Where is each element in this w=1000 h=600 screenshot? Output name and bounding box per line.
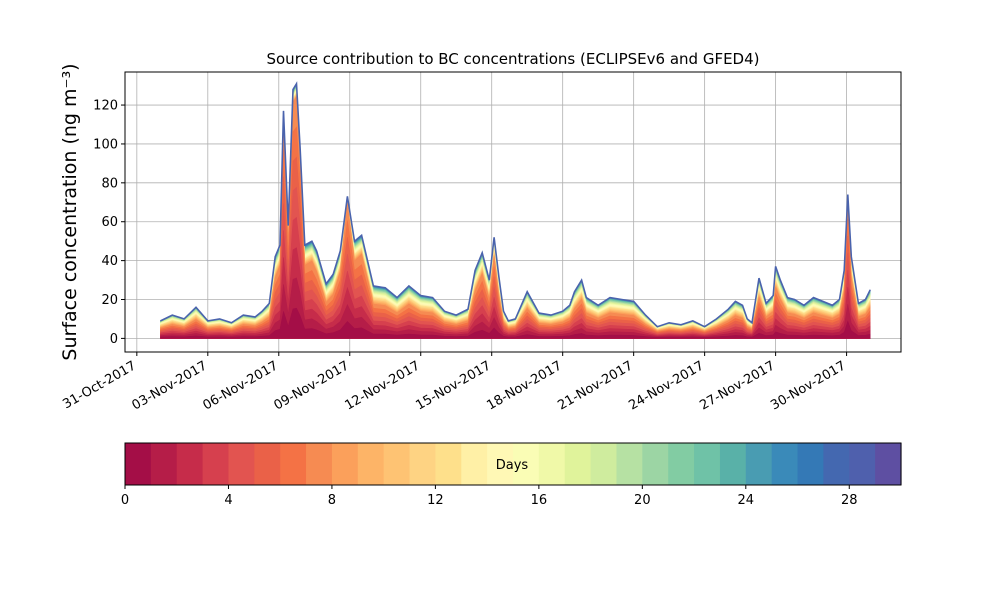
colorbar-swatch (564, 443, 592, 485)
x-tick-label: 31-Oct-2017 (60, 358, 138, 412)
x-tick-label: 24-Nov-2017 (626, 358, 706, 413)
colorbar-tick-label: 16 (531, 493, 548, 508)
colorbar-swatch (409, 443, 436, 485)
x-tick-label: 09-Nov-2017 (271, 358, 351, 413)
colorbar-swatch (513, 443, 540, 485)
total-line (160, 81, 871, 328)
colorbar-swatch (745, 443, 773, 485)
colorbar-swatch (875, 443, 902, 485)
colorbar-label: Days (496, 458, 529, 473)
x-tick-label: 18-Nov-2017 (484, 358, 564, 413)
colorbar-swatch (487, 443, 514, 485)
colorbar-swatch (254, 443, 281, 485)
colorbar-frame (124, 442, 902, 486)
colorbar: 0 4 8 12 16 20 24 28 (121, 442, 902, 508)
colorbar-tick-label: 12 (427, 493, 444, 508)
x-tick-label: 21-Nov-2017 (555, 358, 635, 413)
colorbar-swatch (642, 443, 669, 485)
age-band-2 (160, 247, 871, 339)
y-tick-label: 80 (101, 176, 118, 191)
colorbar-swatch (357, 443, 385, 485)
y-tick-label: 0 (110, 332, 118, 347)
colorbar-swatch (435, 443, 462, 485)
age-band-6 (160, 126, 871, 339)
colorbar-swatch (228, 443, 255, 485)
colorbar-swatch (823, 443, 850, 485)
colorbar-swatch (461, 443, 488, 485)
x-tick-label: 27-Nov-2017 (697, 358, 777, 413)
colorbar-swatch (125, 443, 152, 485)
colorbar-tick-label: 8 (328, 493, 336, 508)
plot-frame (124, 71, 902, 353)
x-tick-label: 03-Nov-2017 (130, 358, 210, 413)
colorbar-swatch (150, 443, 178, 485)
stacked-area-series (160, 81, 871, 339)
colorbar-swatch (176, 443, 204, 485)
y-tick-label: 40 (101, 254, 118, 269)
colorbar-swatch (849, 443, 876, 485)
x-tick-label: 15-Nov-2017 (413, 358, 493, 413)
x-tick-label: 06-Nov-2017 (201, 358, 281, 413)
colorbar-tick-label: 24 (738, 493, 755, 508)
colorbar-tick-label: 0 (121, 493, 129, 508)
colorbar-tick-label: 28 (841, 493, 858, 508)
colorbar-tick-label: 4 (224, 493, 232, 508)
colorbar-swatch (280, 443, 307, 485)
colorbar-swatch (616, 443, 643, 485)
age-band-4 (160, 186, 871, 339)
colorbar-swatch (202, 443, 230, 485)
x-tick-label: 12-Nov-2017 (342, 358, 422, 413)
age-band-3 (160, 216, 871, 339)
age-band-5 (160, 156, 871, 339)
y-tick-label: 20 (101, 293, 118, 308)
colorbar-swatch (771, 443, 799, 485)
colorbar-swatch (668, 443, 695, 485)
x-tick-label: 30-Nov-2017 (768, 358, 848, 413)
colorbar-swatch (590, 443, 618, 485)
colorbar-swatch (331, 443, 359, 485)
y-tick-label: 60 (101, 215, 118, 230)
age-band-0 (160, 307, 871, 339)
age-band-1 (160, 277, 871, 339)
chart-title: Source contribution to BC concentrations… (266, 50, 759, 68)
colorbar-swatch (383, 443, 411, 485)
colorbar-swatch (306, 443, 333, 485)
colorbar-tick-label: 20 (634, 493, 651, 508)
colorbar-swatch (538, 443, 566, 485)
colorbar-swatch (694, 443, 721, 485)
y-tick-label: 100 (93, 137, 118, 152)
y-tick-label: 120 (93, 99, 118, 114)
colorbar-swatch (719, 443, 747, 485)
colorbar-swatch (797, 443, 824, 485)
y-axis-label: Surface concentration (ng m⁻³) (59, 63, 81, 360)
